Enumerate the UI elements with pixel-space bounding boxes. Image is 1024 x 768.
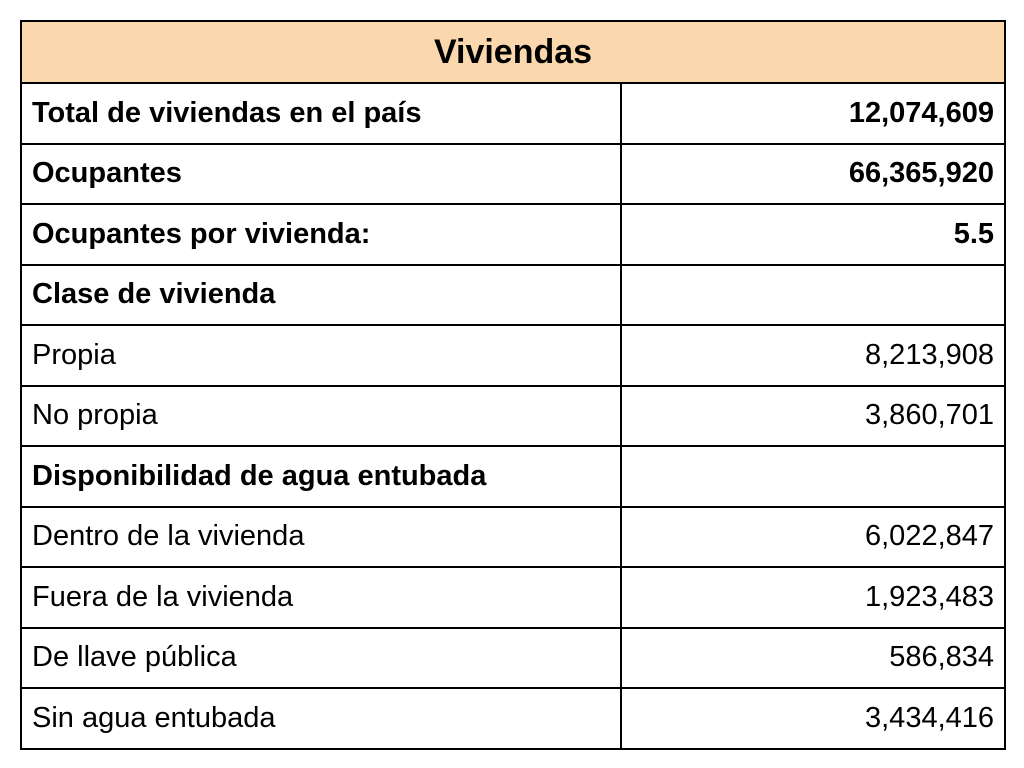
row-value: 3,860,701: [619, 384, 1007, 447]
row-label: Sin agua entubada: [20, 687, 622, 750]
table-row: Total de viviendas en el país 12,074,609: [20, 82, 1007, 145]
table-row: De llave pública 586,834: [20, 626, 1007, 689]
row-value: [619, 445, 1007, 508]
row-label: Dentro de la vivienda: [20, 505, 622, 568]
viviendas-table: Viviendas Total de viviendas en el país 1…: [19, 20, 1007, 750]
row-label: Disponibilidad de agua entubada: [20, 445, 622, 508]
table-row: Ocupantes por vivienda: 5.5: [20, 203, 1007, 266]
table-row: Sin agua entubada 3,434,416: [20, 687, 1007, 750]
row-value: [619, 263, 1007, 326]
row-label: Clase de vivienda: [20, 263, 622, 326]
row-label: De llave pública: [20, 626, 622, 689]
table-row: Dentro de la vivienda 6,022,847: [20, 505, 1007, 568]
row-value: 66,365,920: [619, 142, 1007, 205]
row-value: 8,213,908: [619, 324, 1007, 387]
table-row: Fuera de la vivienda 1,923,483: [20, 566, 1007, 629]
table-row: Disponibilidad de agua entubada: [20, 445, 1007, 508]
row-label: Total de viviendas en el país: [20, 82, 622, 145]
row-value: 6,022,847: [619, 505, 1007, 568]
row-label: Ocupantes: [20, 142, 622, 205]
row-value: 1,923,483: [619, 566, 1007, 629]
row-label: Fuera de la vivienda: [20, 566, 622, 629]
row-value: 3,434,416: [619, 687, 1007, 750]
table-row: No propia 3,860,701: [20, 384, 1007, 447]
table-row: Propia 8,213,908: [20, 324, 1007, 387]
table-row: Ocupantes 66,365,920: [20, 142, 1007, 205]
table-row: Clase de vivienda: [20, 263, 1007, 326]
table-header-row: Viviendas: [19, 20, 1007, 84]
row-value: 12,074,609: [619, 82, 1007, 145]
row-label: Ocupantes por vivienda:: [20, 203, 622, 266]
row-value: 586,834: [619, 626, 1007, 689]
row-label: No propia: [20, 384, 622, 447]
table-title: Viviendas: [19, 20, 1007, 84]
row-value: 5.5: [619, 203, 1007, 266]
row-label: Propia: [20, 324, 622, 387]
